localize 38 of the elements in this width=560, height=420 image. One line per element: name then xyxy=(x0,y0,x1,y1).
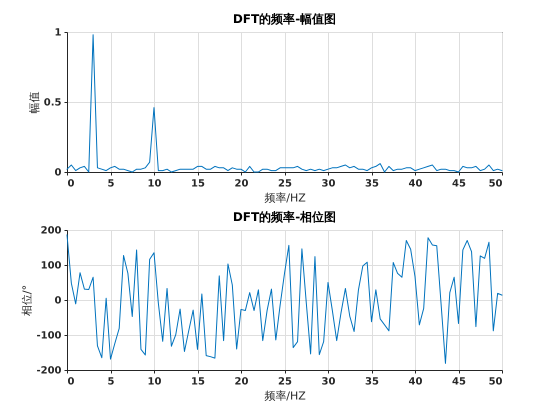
y-tick-label: 100 xyxy=(40,260,62,272)
x-tick-label: 30 xyxy=(322,376,336,388)
y-tick-label: 200 xyxy=(40,226,62,236)
x-tick-label: 50 xyxy=(488,376,503,388)
x-tick-label: 0 xyxy=(68,178,74,190)
line-series xyxy=(66,234,502,364)
x-tick-label: 5 xyxy=(108,376,115,388)
x-tick-label: 20 xyxy=(234,376,248,388)
chart-title: DFT的频率-相位图 xyxy=(232,210,336,224)
x-tick-label: 40 xyxy=(408,178,422,190)
line-series xyxy=(66,34,502,172)
x-axis-title: 频率/HZ xyxy=(264,390,306,402)
x-tick-label: 20 xyxy=(234,178,248,190)
y-tick-label: -100 xyxy=(36,330,62,342)
x-axis-title: 频率/HZ xyxy=(264,192,306,204)
x-tick-label: 50 xyxy=(488,178,503,190)
y-tick-label: 0 xyxy=(54,296,62,306)
y-tick-label: 0 xyxy=(54,168,62,178)
x-tick-label: 35 xyxy=(365,178,379,190)
x-tick-label: 40 xyxy=(408,376,422,388)
y-tick-label: 1 xyxy=(54,28,62,38)
x-tick-label: 45 xyxy=(452,178,466,190)
x-tick-label: 15 xyxy=(191,178,205,190)
y-axis-title: 相位/° xyxy=(20,284,34,316)
chart-title: DFT的频率-幅值图 xyxy=(232,12,336,26)
x-tick-label: 0 xyxy=(68,376,74,388)
x-tick-label: 35 xyxy=(365,376,379,388)
x-tick-label: 25 xyxy=(278,178,292,190)
y-axis-title: 幅值 xyxy=(28,92,41,114)
x-tick-label: 45 xyxy=(452,376,466,388)
x-tick-label: 5 xyxy=(108,178,115,190)
x-tick-label: 30 xyxy=(322,178,336,190)
y-tick-label: -200 xyxy=(36,366,62,376)
x-tick-label: 15 xyxy=(191,376,205,388)
x-tick-label: 25 xyxy=(278,376,292,388)
x-tick-label: 10 xyxy=(148,376,162,388)
x-tick-label: 10 xyxy=(148,178,162,190)
y-tick-label: 0.5 xyxy=(44,98,62,108)
